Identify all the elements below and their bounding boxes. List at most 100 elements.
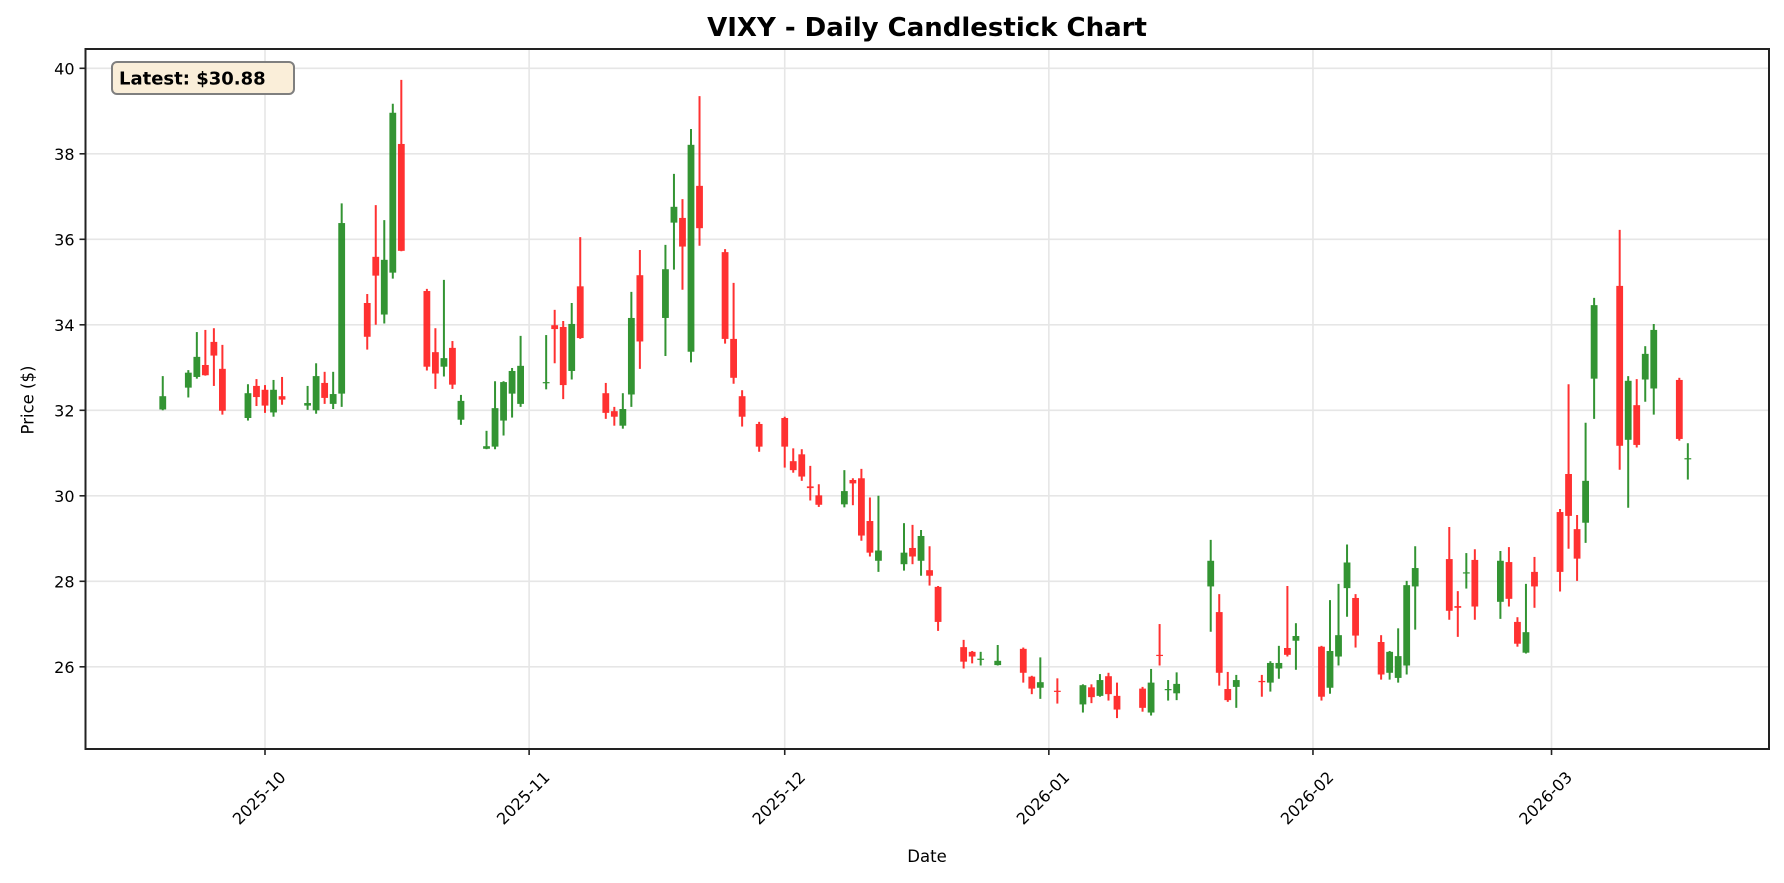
candle: [1232, 674, 1240, 708]
candle: [1258, 674, 1266, 697]
candle: [363, 294, 371, 350]
latest-price-box: [111, 61, 295, 95]
candle: [721, 249, 729, 344]
candle: [491, 381, 499, 450]
y-tick-label: 26: [54, 658, 74, 677]
candle-body: [380, 259, 388, 315]
candle-body: [1019, 648, 1027, 673]
candle-body: [934, 586, 942, 622]
candle: [1514, 617, 1521, 647]
candle: [909, 524, 916, 565]
candle: [423, 288, 431, 371]
candle-body: [619, 409, 627, 426]
candle: [840, 470, 848, 508]
candle: [1497, 550, 1504, 619]
candle: [193, 332, 201, 379]
candle-body: [755, 423, 763, 447]
candle: [781, 416, 789, 468]
candle: [815, 484, 823, 507]
candle-body: [977, 658, 985, 660]
candle: [329, 371, 337, 410]
candle: [858, 468, 865, 541]
candle-body: [1284, 647, 1291, 655]
candle-body: [1582, 480, 1589, 523]
candle-body: [508, 370, 516, 394]
candle-body: [201, 364, 209, 376]
candle: [312, 363, 320, 414]
candle: [449, 341, 456, 389]
candle: [866, 497, 874, 557]
candles: [159, 79, 1692, 719]
candle-body: [909, 547, 916, 557]
candle: [568, 302, 576, 380]
candle: [457, 394, 465, 425]
candle: [1139, 686, 1146, 712]
y-tick-label: 36: [54, 230, 74, 249]
candle: [977, 651, 985, 666]
y-tick-label: 32: [54, 401, 74, 420]
candle-body: [900, 552, 908, 565]
candle-body: [1556, 512, 1564, 572]
candle: [1394, 628, 1402, 683]
candle: [1616, 229, 1624, 470]
candle-body: [738, 396, 746, 417]
candle: [1173, 672, 1181, 701]
plot-frame: [84, 48, 1770, 750]
candle-body: [926, 570, 933, 576]
candle-body: [1028, 676, 1036, 689]
candle: [806, 465, 814, 501]
candle-body: [781, 417, 789, 447]
candle-body: [798, 454, 806, 477]
candle: [670, 173, 678, 270]
candle: [1650, 323, 1658, 415]
candle-body: [500, 382, 507, 421]
candle: [1445, 527, 1453, 620]
candle: [1275, 645, 1283, 679]
candle: [1318, 645, 1325, 701]
candle: [755, 421, 763, 452]
candle: [1624, 376, 1632, 508]
candle-body: [840, 491, 848, 505]
candle: [1633, 379, 1641, 448]
candle: [1403, 580, 1411, 675]
candle: [900, 523, 908, 571]
candle-body: [338, 223, 346, 394]
candle: [679, 199, 686, 290]
candle: [219, 344, 226, 415]
candle-body: [559, 326, 567, 386]
candle-body: [1139, 688, 1146, 708]
candle-body: [1675, 379, 1683, 439]
candle-body: [849, 479, 857, 484]
y-tick-label: 40: [54, 59, 74, 78]
candle-body: [397, 143, 405, 251]
candle-body: [670, 206, 678, 223]
candle-body: [679, 217, 686, 247]
candle: [1590, 297, 1598, 419]
chart-title: VIXY - Daily Candlestick Chart: [707, 13, 1147, 43]
candle-body: [1394, 656, 1402, 678]
candle: [1113, 682, 1121, 719]
candle-body: [457, 400, 465, 420]
candle: [201, 329, 209, 376]
candle: [1675, 377, 1683, 441]
candle-body: [1079, 685, 1087, 705]
candle-body: [1573, 529, 1581, 559]
latest-price-annotation: Latest: $30.88: [111, 61, 295, 95]
candle-body: [627, 317, 635, 395]
candle-body: [1386, 651, 1394, 673]
candle: [662, 244, 669, 357]
candle-body: [1335, 635, 1342, 657]
candle-body: [1088, 687, 1095, 698]
y-tick-label: 34: [54, 316, 74, 335]
candle-body: [491, 408, 499, 447]
candle-body: [1318, 646, 1325, 697]
candle: [1556, 509, 1564, 592]
candle: [849, 478, 857, 506]
grid-lines: [85, 49, 1769, 749]
candle: [159, 376, 167, 411]
candle: [1471, 549, 1479, 620]
candle-body: [1641, 353, 1649, 380]
candle: [1505, 547, 1513, 607]
candle: [1582, 422, 1589, 543]
